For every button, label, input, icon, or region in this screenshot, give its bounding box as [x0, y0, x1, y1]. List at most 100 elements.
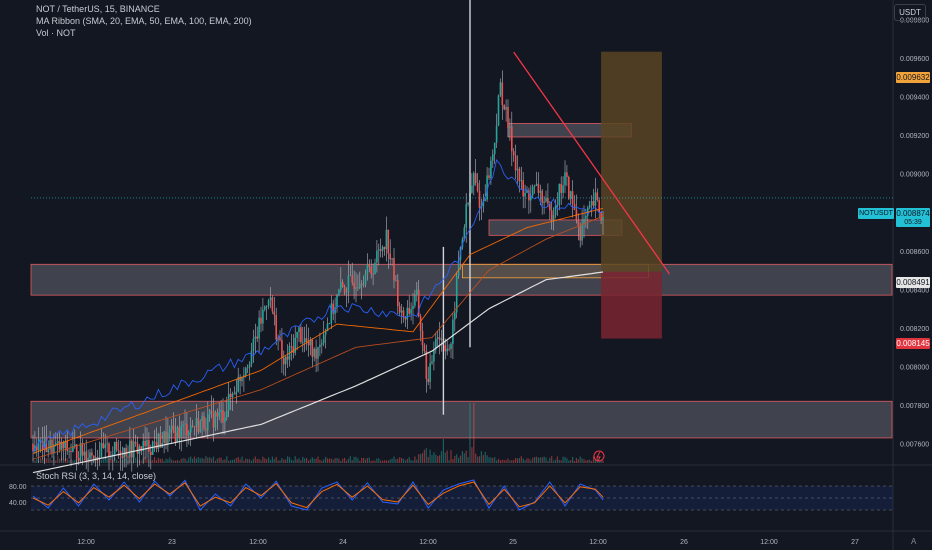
volume-bar	[501, 459, 503, 463]
candle-body	[455, 275, 458, 313]
volume-bar	[154, 457, 156, 463]
candle-body	[93, 455, 95, 460]
volume-bar	[239, 459, 241, 463]
candle-body	[473, 173, 475, 186]
candle-body	[488, 175, 490, 178]
volume-bar	[560, 460, 562, 463]
volume-bar	[279, 460, 281, 463]
candle-body	[229, 393, 232, 398]
candle-body	[520, 180, 523, 182]
candle-body	[136, 443, 139, 454]
volume-bar	[304, 458, 306, 463]
candle-body	[254, 336, 257, 339]
volume-bar	[402, 458, 405, 463]
volume-bar	[311, 457, 313, 463]
volume-bar	[252, 458, 254, 463]
volume-bar	[412, 460, 414, 463]
stoch-tick-label: 40.00	[9, 500, 27, 507]
candle-body	[362, 284, 365, 286]
price-tick-label: 0.009400	[900, 94, 929, 101]
volume-bar	[554, 459, 557, 463]
volume-bar	[250, 460, 253, 463]
volume-bar	[534, 457, 536, 463]
candle-body	[296, 332, 298, 338]
candle-body	[594, 192, 597, 206]
candle-body	[480, 206, 483, 208]
support-zone-lower	[30, 400, 893, 439]
volume-bar	[568, 460, 570, 463]
volume-bar	[55, 460, 57, 463]
volume-bar	[296, 459, 298, 463]
ma-ribbon-legend[interactable]: MA Ribbon (SMA, 20, EMA, 50, EMA, 100, E…	[36, 16, 252, 26]
volume-bar	[507, 458, 509, 463]
candle-body	[368, 264, 371, 267]
volume-bar	[163, 460, 165, 463]
candle-body	[400, 310, 403, 313]
time-tick-label: 24	[339, 539, 347, 546]
candle-body	[300, 327, 302, 343]
candle-body	[227, 393, 230, 411]
volume-bar	[440, 451, 443, 463]
volume-bar	[397, 458, 399, 463]
candle-body	[70, 450, 72, 452]
candle-body	[598, 200, 600, 213]
volume-bar	[104, 456, 106, 463]
candle-body	[558, 183, 561, 205]
candle-body	[252, 338, 255, 351]
volume-bar	[505, 460, 507, 463]
volume-legend[interactable]: Vol · NOT	[36, 28, 76, 38]
candle-body	[526, 190, 528, 193]
candle-body	[264, 306, 266, 310]
volume-bar	[173, 460, 175, 463]
candle-body	[357, 287, 359, 289]
candle-body	[208, 410, 211, 415]
candle-body	[110, 456, 112, 458]
volume-bar	[294, 456, 296, 463]
candle-body	[275, 315, 277, 340]
volume-bar	[370, 460, 372, 463]
volume-bar	[307, 460, 310, 463]
candle-body	[258, 317, 260, 339]
candle-body	[448, 348, 450, 350]
candle-body	[245, 368, 247, 376]
volume-bar	[57, 456, 59, 463]
auto-scale-button[interactable]: A	[911, 537, 917, 546]
volume-bar	[570, 460, 572, 463]
candle-body	[305, 338, 308, 342]
candle-body	[197, 418, 200, 432]
volume-bar	[328, 458, 330, 463]
volume-bar	[155, 460, 158, 463]
candle-body	[108, 443, 110, 457]
volume-bar	[496, 460, 498, 463]
volume-bar	[247, 458, 249, 463]
volume-bar	[325, 456, 327, 463]
candle-body	[412, 305, 414, 310]
volume-bar	[334, 458, 336, 463]
volume-bar	[473, 403, 475, 463]
candle-body	[83, 451, 86, 456]
volume-bar	[258, 459, 260, 463]
stoch-rsi-legend[interactable]: Stoch RSI (3, 3, 14, 14, close)	[36, 471, 157, 481]
price-tick-label: 0.008400	[900, 287, 929, 294]
volume-bar	[269, 459, 272, 463]
stop-price-tag: 0.008145	[896, 338, 930, 349]
volume-bar	[51, 460, 53, 463]
candle-body	[79, 443, 82, 461]
candle-body	[172, 425, 175, 433]
volume-bar	[222, 459, 224, 463]
volume-bar	[551, 456, 553, 463]
candle-body	[269, 297, 272, 301]
candle-body	[324, 331, 327, 336]
candle-body	[454, 312, 456, 320]
volume-bar	[349, 456, 351, 463]
candle-body	[340, 282, 342, 290]
candle-body	[541, 190, 543, 203]
stoch-tick-label: 80.00	[9, 484, 27, 491]
trendline	[513, 51, 671, 275]
volume-bar	[159, 458, 161, 463]
volume-bar	[581, 458, 583, 463]
volume-bar	[271, 456, 273, 463]
currency-button[interactable]: USDT	[894, 4, 926, 21]
candle-body	[395, 279, 397, 281]
